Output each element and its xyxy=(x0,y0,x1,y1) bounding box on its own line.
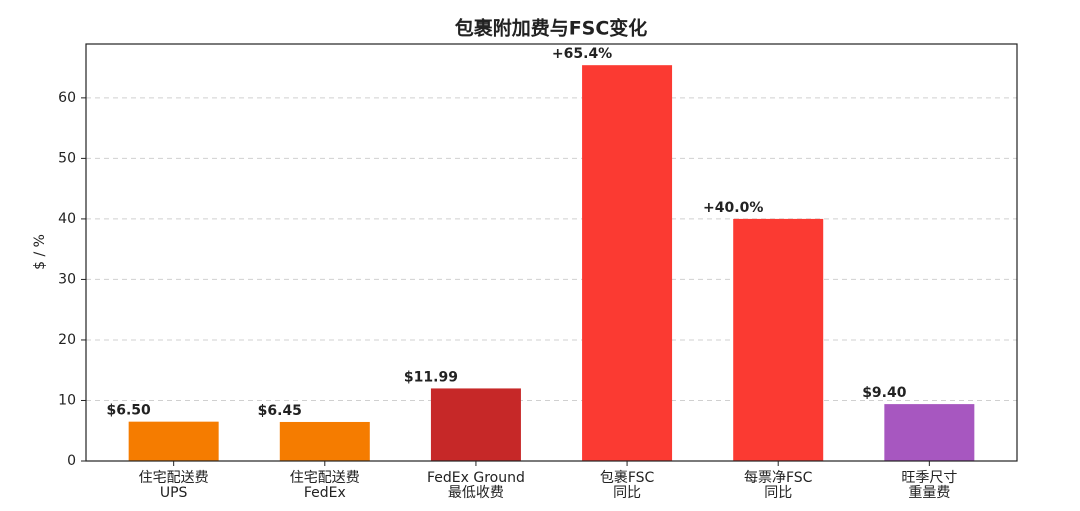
x-tick-label: 旺季尺寸 重量费 xyxy=(901,470,958,501)
bar xyxy=(733,218,824,461)
y-tick-label: 0 xyxy=(67,453,76,469)
y-tick-label: 50 xyxy=(58,150,76,166)
y-tick-label: 20 xyxy=(58,332,76,348)
value-label: $11.99 xyxy=(404,369,458,385)
y-tick-label: 40 xyxy=(58,211,76,227)
value-label: +40.0% xyxy=(703,200,763,216)
x-tick-label: 住宅配送费 UPS xyxy=(138,470,209,501)
value-label: $6.45 xyxy=(258,403,302,419)
x-tick-label: 每票净FSC 同比 xyxy=(743,470,813,501)
y-tick-label: 30 xyxy=(58,271,76,287)
bar xyxy=(582,65,673,462)
x-tick-label: FedEx Ground 最低收费 xyxy=(426,470,525,501)
bar xyxy=(430,388,521,461)
value-label: $9.40 xyxy=(862,385,907,401)
y-tick-label: 60 xyxy=(58,90,76,106)
x-tick-label: 住宅配送费 FedEx xyxy=(289,470,360,501)
bar xyxy=(884,404,975,461)
bar xyxy=(279,421,370,461)
y-tick-label: 10 xyxy=(58,392,76,408)
value-label: $6.50 xyxy=(107,403,152,419)
value-label: +65.4% xyxy=(552,46,612,62)
x-tick-label: 包裹FSC 同比 xyxy=(599,470,655,501)
plot-frame xyxy=(85,43,1018,462)
chart-title: 包裹附加费与FSC变化 xyxy=(455,17,648,40)
y-axis-label: $ / % xyxy=(32,234,48,270)
bar xyxy=(128,421,219,461)
